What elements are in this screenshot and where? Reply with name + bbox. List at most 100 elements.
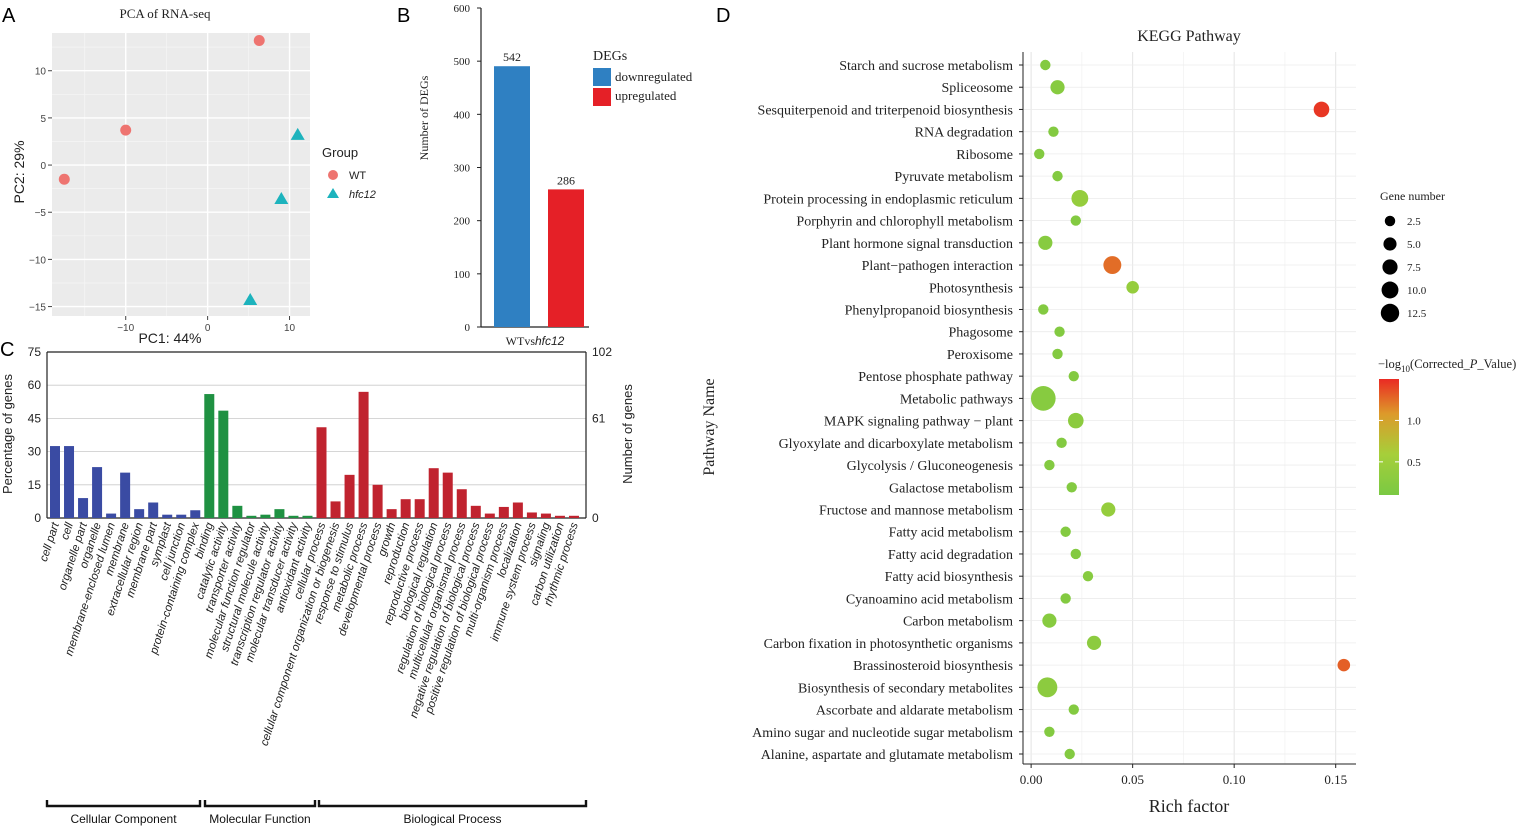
kegg-pathway-label: Plant hormone signal transduction: [821, 237, 1013, 252]
kegg-point: [1037, 677, 1058, 698]
kegg-x-label: Rich factor: [1149, 796, 1229, 816]
kegg-point: [1044, 726, 1055, 737]
go-bar: [568, 515, 579, 518]
kegg-point: [1103, 256, 1122, 275]
panel-label-d: D: [716, 5, 730, 27]
kegg-size-legend-label: 10.0: [1407, 285, 1427, 297]
degs-y-tick-label: 500: [454, 56, 471, 68]
kegg-x-tick-label: 0.00: [1020, 772, 1043, 787]
kegg-size-legend-dot: [1382, 259, 1398, 275]
kegg-pathway-label: Fatty acid metabolism: [889, 526, 1014, 541]
degs-chart: 0 100 200 300 400 500 600 542 286 Number of DEG…: [417, 3, 693, 348]
kegg-point: [1040, 59, 1051, 71]
kegg-point: [1060, 526, 1071, 537]
kegg-pathway-label: Porphyrin and chlorophyll metabolism: [796, 215, 1013, 230]
go-bar: [400, 499, 411, 518]
pca-legend-wt-label: WT: [349, 170, 366, 182]
go-left-tick-label: 30: [28, 445, 42, 459]
kegg-pathway-label: Spliceosome: [941, 81, 1013, 96]
go-group-bracket: [317, 800, 588, 808]
go-bar: [218, 410, 229, 518]
pca-legend-hfc12-marker: [327, 188, 339, 198]
degs-legend-down-label: downregulated: [615, 69, 693, 84]
kegg-pathway-label: Photosynthesis: [929, 281, 1013, 296]
kegg-pathway-label: Pyruvate metabolism: [894, 170, 1013, 185]
pca-point-wt: [120, 124, 132, 136]
go-bar: [204, 394, 215, 518]
kegg-point: [1064, 748, 1075, 760]
kegg-pathway-label: Metabolic pathways: [900, 392, 1013, 407]
kegg-pathway-label: Alanine, aspartate and glutamate metabol…: [761, 748, 1013, 763]
pca-point-wt: [58, 173, 70, 185]
go-bar: [554, 515, 565, 518]
degs-x-label: WTvshfc12: [506, 334, 565, 348]
pca-point-hfc12: [243, 292, 258, 305]
degs-y-tick-label: 300: [454, 163, 471, 175]
degs-y-tick-label: 0: [465, 322, 471, 334]
pca-point-hfc12: [274, 192, 289, 205]
degs-bar-value: 286: [557, 173, 575, 187]
pca-y-tick-label: −5: [35, 208, 47, 219]
kegg-pathway-label: Fructose and mannose metabolism: [819, 504, 1013, 519]
kegg-x-tick-label: 0.10: [1223, 772, 1246, 787]
degs-y-tick-label: 400: [454, 109, 471, 121]
kegg-size-legend-label: 5.0: [1407, 239, 1421, 251]
kegg-pathway-label: Galactose metabolism: [889, 481, 1013, 496]
go-bar: [92, 467, 103, 518]
pca-y-label: PC2: 29%: [11, 140, 27, 203]
pca-legend-hfc12-label: hfc12: [349, 189, 376, 201]
go-group-bracket: [203, 800, 317, 808]
kegg-point: [1101, 502, 1116, 517]
go-left-tick-label: 60: [28, 378, 42, 392]
go-group-label: Molecular Function: [209, 812, 310, 826]
go-bar: [344, 474, 355, 518]
kegg-size-legend-dot: [1380, 303, 1400, 323]
panel-label-a: A: [2, 5, 16, 27]
kegg-point: [1068, 370, 1079, 382]
kegg-point: [1071, 189, 1089, 207]
kegg-pathway-label: Ribosome: [956, 148, 1013, 163]
go-bar: [64, 446, 75, 518]
pca-point-hfc12: [290, 127, 305, 140]
degs-legend-down-swatch: [593, 68, 611, 86]
go-bar: [232, 505, 243, 518]
go-left-tick-label: 75: [28, 345, 42, 359]
go-bar: [288, 515, 299, 518]
kegg-point: [1070, 548, 1081, 560]
go-bar: [120, 472, 131, 518]
kegg-pathway-label: Amino sugar and nucleotide sugar metabol…: [752, 726, 1013, 741]
pca-x-tick-label: −10: [117, 323, 134, 334]
kegg-size-legend-label: 12.5: [1407, 308, 1427, 320]
panel-label-b: B: [397, 5, 410, 27]
kegg-point: [1070, 215, 1081, 226]
kegg-size-legend-label: 7.5: [1407, 262, 1421, 274]
go-bar: [316, 427, 327, 518]
kegg-chart: KEGG Pathway Starch and sucrose metaboli…: [701, 28, 1516, 816]
kegg-pathway-label: Biosynthesis of secondary metabolites: [798, 681, 1013, 696]
kegg-point: [1034, 148, 1045, 160]
kegg-point: [1038, 235, 1053, 250]
kegg-pathway-label: Glycolysis / Gluconeogenesis: [847, 459, 1013, 474]
degs-y-label: Number of DEGs: [417, 75, 431, 160]
kegg-plot-area: [1023, 52, 1356, 764]
go-right-tick-label: 102: [592, 345, 612, 359]
kegg-pathway-label: Ascorbate and aldarate metabolism: [816, 704, 1013, 719]
degs-bar-value: 542: [503, 50, 521, 64]
go-bar: [274, 509, 285, 518]
kegg-point: [1068, 704, 1079, 715]
go-bar: [456, 489, 467, 518]
kegg-color-legend-title: −log10(Corrected_P_Value): [1378, 357, 1516, 374]
go-bar: [106, 513, 117, 518]
go-group-label: Biological Process: [403, 812, 501, 826]
go-group-label: Cellular Component: [70, 812, 177, 826]
go-bar: [260, 514, 271, 518]
go-bar: [330, 501, 341, 518]
kegg-point: [1054, 326, 1065, 337]
kegg-point: [1038, 304, 1049, 315]
kegg-color-tick-label: 1.0: [1407, 415, 1421, 427]
pca-y-tick-label: −10: [29, 255, 46, 266]
go-bar: [176, 514, 187, 518]
kegg-point: [1086, 635, 1102, 650]
